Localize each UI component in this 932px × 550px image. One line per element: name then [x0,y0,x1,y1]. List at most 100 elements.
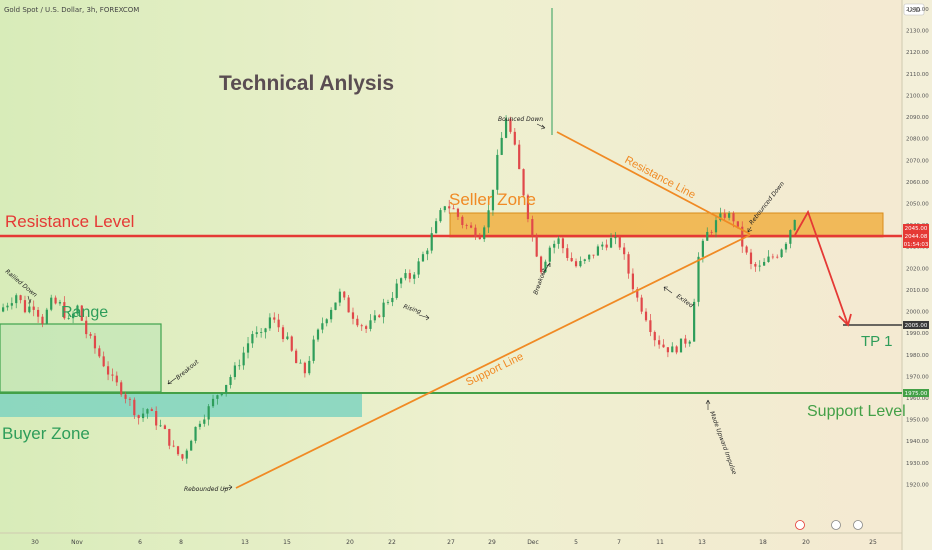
candle-body [211,398,215,407]
candle-body [264,328,267,333]
event-flag-icon[interactable] [795,520,805,530]
candle-body [76,305,79,314]
candle-body [365,326,368,329]
candle-body [749,252,753,264]
candle-body [509,119,512,132]
candle-body [658,340,661,345]
x-tick-label: 18 [759,539,767,546]
candle-body [570,257,573,262]
candle-body [137,415,140,419]
candle-body [526,195,530,220]
candle-body [579,260,582,267]
range-zone [0,323,162,393]
candle-body [28,306,31,313]
x-tick-label: 15 [283,539,291,546]
x-tick-label: 29 [488,539,496,546]
candle-body [644,311,648,321]
candle-body [434,221,438,234]
candle-body [102,356,105,367]
candle-body [784,243,788,250]
candle-body [268,317,271,329]
price-tag-timer [903,240,929,248]
x-tick-label: 20 [802,539,810,546]
support-level-label: Support Level [807,403,906,420]
candle-body [141,413,145,419]
candle-body [544,261,547,273]
candle-body [780,249,783,257]
candle-body [238,365,241,367]
candle-body [2,307,5,312]
candle-body [478,236,481,240]
candle-body [251,334,254,344]
x-tick-label: 22 [388,539,396,546]
candle-body [592,254,595,256]
candle-body [710,231,713,233]
candle-body [640,297,643,312]
x-tick-label: 6 [138,539,142,546]
candle-body [220,392,223,396]
arrow-breakout-2 [541,262,551,276]
y-tick-label: 1980.00 [906,353,929,359]
candle-body [566,248,569,258]
us-flag-icon-2[interactable] [853,520,863,530]
range-label: Range [61,304,108,321]
arrow-rising [418,314,430,321]
candle-body [723,213,726,218]
candle-body [421,254,425,262]
candle-body [395,283,398,298]
candle-body [303,362,306,374]
arrow-rallied-down [27,295,32,304]
candle-body [706,231,709,241]
candle-body [356,318,359,326]
candle-body [19,295,22,301]
candle-body [312,339,315,361]
candle-body [281,327,285,340]
candle-body [124,394,127,399]
price-tag-2044 [903,232,929,240]
page-title: Technical Anlysis [219,72,394,95]
candle-body [71,313,75,319]
arrow-bounced-down [536,123,546,130]
candle-body [732,213,735,222]
seller-zone-label: Seller Zone [449,190,536,209]
candle-body [325,319,328,324]
candle-body [260,332,263,333]
y-tick-label: 2100.00 [906,93,929,99]
candle-body [150,409,153,411]
candle-body [771,256,774,258]
candle-body [666,347,669,353]
candle-body [448,206,451,209]
candle-body [246,343,250,353]
candle-body [382,302,385,318]
us-flag-icon[interactable] [831,520,841,530]
candle-body [15,295,18,304]
candle-body [203,419,206,424]
candle-body [45,309,48,324]
candle-body [763,261,766,266]
candle-body [793,219,796,231]
candle-body [391,297,394,303]
candle-body [675,346,678,353]
x-tick-label: 20 [346,539,354,546]
candle-body [649,320,652,333]
candle-body [513,131,516,145]
candle-body [277,319,280,328]
candle-body [255,332,258,335]
candle-body [89,334,92,336]
annotation-bounced-down: Bounced Down [498,116,543,123]
candle-body [754,263,757,267]
candle-body [67,318,70,319]
candle-body [54,297,57,304]
projection-arrowhead [838,313,852,327]
candle-body [146,409,149,414]
buyer-zone-label: Buyer Zone [2,424,90,443]
y-tick-label: 2080.00 [906,137,929,143]
candle-body [693,301,696,342]
candle-body [469,225,473,228]
price-tag-2045-text: 2045.00 [905,226,928,232]
candle-body [504,119,508,138]
candle-body [295,350,298,364]
candle-body [181,454,184,459]
currency-button[interactable] [903,3,925,16]
